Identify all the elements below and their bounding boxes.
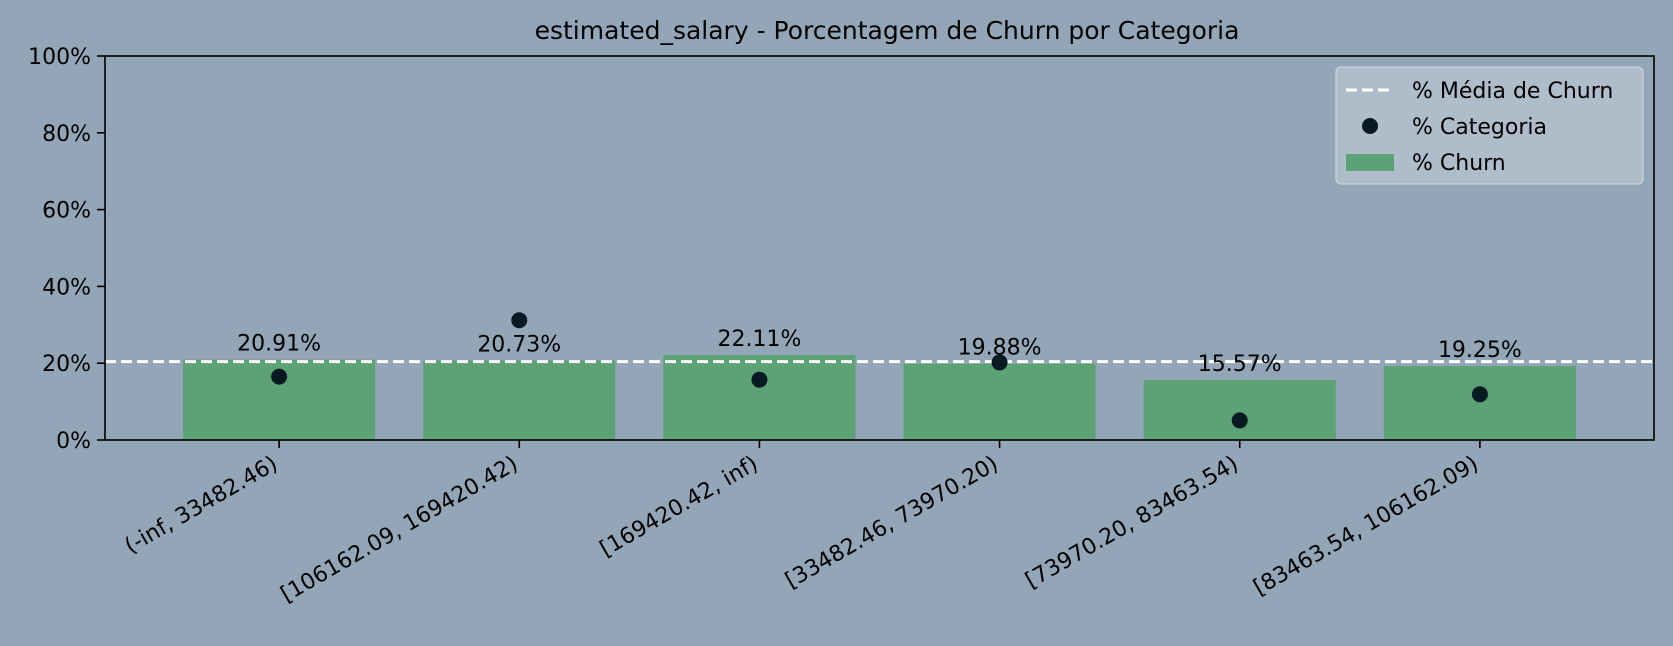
y-tick-label: 60% (42, 199, 91, 224)
churn-bar (903, 363, 1096, 440)
bar-value-label: 20.91% (237, 332, 321, 357)
y-tick-label: 0% (56, 429, 91, 454)
bar-value-label: 22.11% (717, 327, 801, 352)
x-tick-label: [33482.46, 73970.20) (781, 452, 1002, 594)
y-axis: 0% 20% 40% 60% 80% 100% (28, 45, 105, 454)
legend-marker-category-point (1362, 118, 1378, 134)
legend-marker-churn-bar (1346, 154, 1394, 171)
category-point (991, 354, 1008, 371)
category-point (751, 371, 768, 388)
plot-frame (104, 55, 1655, 441)
category-point (1231, 412, 1248, 429)
legend-label: % Categoria (1412, 115, 1547, 140)
y-tick-label: 80% (42, 122, 91, 147)
x-tick-label: [73970.20, 83463.54) (1021, 452, 1242, 594)
category-point (1471, 386, 1488, 403)
x-tick-label: [106162.09, 169420.42) (277, 452, 523, 608)
x-tick-label: [83463.54, 106162.09) (1249, 452, 1482, 601)
churn-bar (1143, 380, 1336, 440)
category-point (511, 312, 528, 329)
legend-label: % Churn (1412, 151, 1506, 176)
y-tick-label: 100% (28, 45, 91, 70)
x-axis: (-inf, 33482.46)[106162.09, 169420.42) [1… (121, 440, 1483, 608)
bar-value-label: 19.25% (1438, 338, 1522, 363)
bar-value-label: 15.57% (1198, 352, 1282, 377)
legend-box (1335, 66, 1644, 185)
chart-title: estimated_salary - Porcentagem de Churn … (535, 16, 1240, 45)
churn-bar (663, 355, 856, 440)
bars-layer (183, 355, 1576, 440)
churn-bar (423, 360, 616, 440)
churn-bar (1383, 366, 1576, 440)
bar-labels-layer: 20.91% 20.73% 22.11% 19.88% 15.57% 19.25% (237, 327, 1522, 377)
legend: % Média de Churn % Categoria % Churn (1335, 66, 1644, 185)
x-tick-label: [169420.42, inf) (596, 452, 763, 563)
category-point (271, 368, 288, 385)
bar-value-label: 20.73% (477, 332, 561, 357)
points-layer (271, 312, 1488, 429)
y-tick-label: 20% (42, 352, 91, 377)
x-tick-label: (-inf, 33482.46) (121, 452, 282, 560)
bar-value-label: 19.88% (958, 336, 1042, 361)
legend-label: % Média de Churn (1412, 79, 1613, 104)
y-tick-label: 40% (42, 275, 91, 300)
